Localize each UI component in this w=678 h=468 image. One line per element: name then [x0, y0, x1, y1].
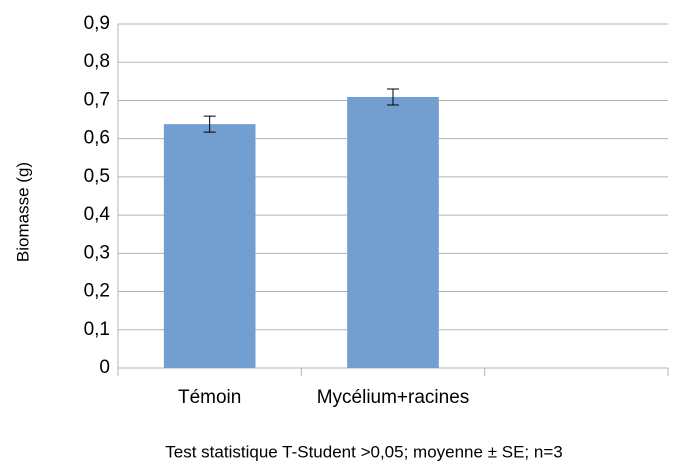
y-tick-label: 0,2 [84, 281, 110, 302]
bar [347, 97, 439, 368]
y-axis-label: Biomasse (g) [13, 162, 32, 262]
y-tick-label: 0,9 [84, 13, 110, 34]
y-tick-label: 0,7 [84, 89, 110, 110]
bar [163, 124, 256, 369]
y-tick-label: 0,8 [84, 51, 110, 72]
y-tick-label: 0,6 [84, 128, 110, 149]
y-tick-label: 0,4 [84, 204, 111, 225]
x-tick-label: Témoin [178, 387, 241, 408]
footnote: Test statistique T-Student >0,05; moyenn… [165, 442, 562, 461]
y-tick-label: 0,5 [84, 166, 110, 187]
error-bar [387, 88, 399, 106]
y-tick-label: 0,3 [84, 242, 110, 263]
y-tick-label: 0 [99, 357, 110, 378]
error-bar [203, 115, 216, 133]
x-tick-label: Mycélium+racines [317, 387, 470, 408]
y-tick-label: 0,1 [84, 319, 110, 340]
